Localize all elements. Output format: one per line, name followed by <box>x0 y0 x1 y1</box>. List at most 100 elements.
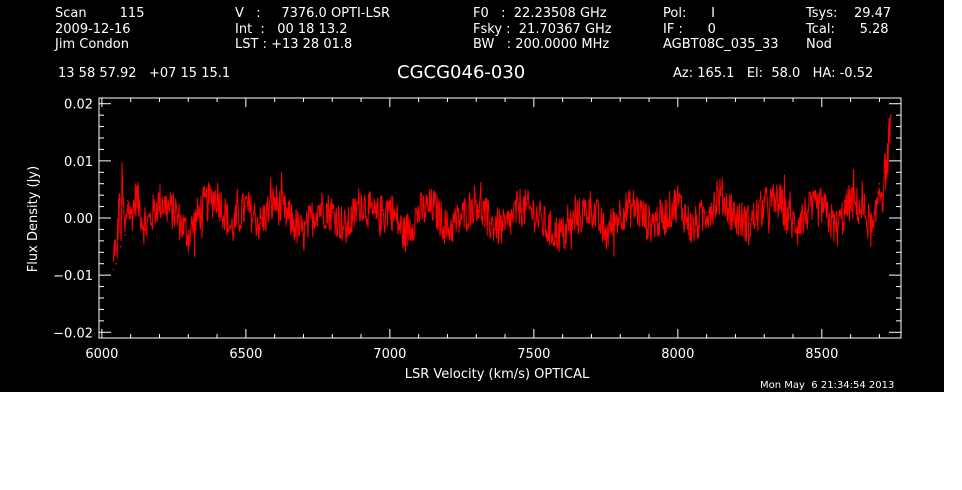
data-point <box>489 222 492 225</box>
data-point <box>691 228 693 231</box>
data-point <box>360 200 362 202</box>
integration-label: Int : 00 18 13.2 <box>235 22 348 37</box>
data-point <box>662 217 665 219</box>
source-name: CGCG046-030 <box>397 62 526 83</box>
data-point <box>288 217 290 219</box>
data-point <box>821 205 823 208</box>
data-point <box>389 205 391 208</box>
y-tick-label: 0.01 <box>64 155 93 170</box>
data-point <box>122 211 125 214</box>
x-tick-label: 6000 <box>85 347 118 362</box>
rest-frequency-label: F0 : 22.23508 GHz <box>473 6 607 21</box>
data-point <box>245 205 247 208</box>
y-tick-label: −0.02 <box>53 326 93 341</box>
y-tick-label: 0.00 <box>64 212 93 227</box>
if-label: IF : 0 <box>663 22 716 37</box>
data-point <box>605 234 607 236</box>
data-point <box>114 240 116 242</box>
data-point <box>118 194 120 196</box>
y-tick-label: −0.01 <box>53 269 93 284</box>
data-point <box>890 114 892 116</box>
spectrum-chart: 6000 6500 7000 7500 8000 8500 −0.02 −0.01 0.00 0.… <box>26 97 902 382</box>
polarization-label: Pol: I <box>663 6 715 21</box>
data-point <box>129 217 132 219</box>
data-point <box>345 228 348 231</box>
data-point <box>259 222 262 225</box>
data-point <box>504 228 506 231</box>
data-point <box>331 211 334 214</box>
data-point <box>518 205 521 208</box>
data-point <box>374 217 377 219</box>
data-point <box>112 268 115 271</box>
data-point <box>590 205 593 208</box>
data-point <box>881 194 884 196</box>
data-point <box>887 154 889 156</box>
data-point <box>173 211 175 214</box>
data-point <box>720 194 722 196</box>
data-point <box>864 211 866 214</box>
spectrum-trace <box>112 115 892 263</box>
data-point <box>403 234 406 236</box>
data-point <box>230 228 233 231</box>
data-point <box>187 234 190 236</box>
data-point <box>705 211 708 214</box>
x-tick-label: 7000 <box>373 347 406 362</box>
data-point <box>461 217 463 219</box>
date-label: 2009-12-16 <box>55 22 131 37</box>
data-point <box>475 200 478 202</box>
x-tick-label: 8500 <box>805 347 838 362</box>
data-point <box>116 234 119 236</box>
data-point <box>849 200 852 202</box>
plot-panel: Scan 115 2009-12-16 Jim Condon V : 7376.… <box>0 0 944 392</box>
data-point <box>144 228 146 231</box>
x-tick-label: 7500 <box>517 347 550 362</box>
data-point <box>677 200 679 202</box>
x-tick-label: 8000 <box>661 347 694 362</box>
y-tick-label: 0.02 <box>64 98 93 113</box>
lst-label: LST : +13 28 01.8 <box>235 37 353 52</box>
x-axis-label: LSR Velocity (km/s) OPTICAL <box>405 367 590 382</box>
velocity-label: V : 7376.0 OPTI-LSR <box>235 6 391 21</box>
data-point <box>135 194 138 196</box>
data-point <box>806 211 809 214</box>
data-point <box>302 234 305 236</box>
data-point <box>124 234 126 236</box>
az-el-ha-label: Az: 165.1 El: 58.0 HA: -0.52 <box>673 66 874 81</box>
data-point <box>158 200 161 202</box>
tsys-label: Tsys: 29.47 <box>806 6 892 21</box>
data-point <box>317 205 319 208</box>
data-point <box>878 182 881 185</box>
y-axis-label: Flux Density (Jy) <box>26 166 41 272</box>
data-point <box>792 222 794 225</box>
coordinates-label: 13 58 57.92 +07 15 15.1 <box>58 66 231 81</box>
data-point <box>734 217 737 219</box>
data-point <box>273 200 276 202</box>
data-point <box>432 205 434 208</box>
data-point <box>749 222 751 225</box>
x-tick-label: 6500 <box>229 347 262 362</box>
data-point <box>777 200 780 202</box>
data-point <box>884 171 886 174</box>
data-point <box>648 222 650 225</box>
plot-timestamp: Mon May 6 21:34:54 2013 <box>760 380 895 391</box>
data-point <box>121 182 123 185</box>
data-point <box>576 217 578 219</box>
data-point <box>561 234 564 236</box>
scan-label: Scan 115 <box>55 6 145 21</box>
data-point <box>201 205 204 208</box>
data-point <box>633 205 636 208</box>
procedure-label: Nod <box>806 37 832 52</box>
data-point <box>115 262 118 265</box>
data-point <box>119 245 122 248</box>
data-point <box>872 234 875 236</box>
observer-label: Jim Condon <box>55 37 129 52</box>
data-point <box>547 228 549 231</box>
data-point <box>763 205 765 208</box>
sky-frequency-label: Fsky : 21.70367 GHz <box>473 22 612 37</box>
data-point <box>619 211 621 214</box>
data-point <box>446 228 449 231</box>
project-label: AGBT08C_035_33 <box>663 37 779 52</box>
data-point <box>533 211 535 214</box>
data-point <box>216 194 218 196</box>
data-point <box>835 228 837 231</box>
